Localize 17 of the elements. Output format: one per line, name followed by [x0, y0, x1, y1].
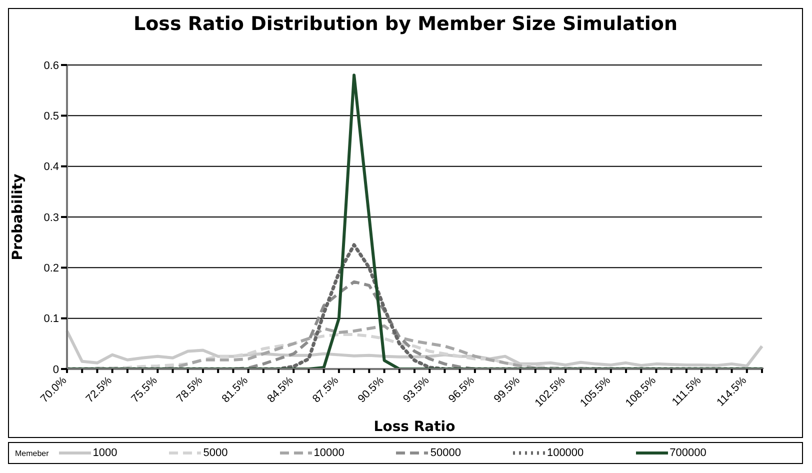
legend-label: 100000	[546, 447, 584, 459]
x-axis-title: Loss Ratio	[374, 419, 456, 435]
y-axis-title: Probability	[10, 174, 26, 260]
y-tick-label: 0.1	[44, 313, 59, 326]
y-tick-label: 0.2	[44, 262, 59, 275]
y-tick-label: 0	[52, 364, 59, 376]
y-tick-label: 0.4	[44, 161, 59, 174]
legend-label: 5000	[203, 447, 228, 459]
y-tick-label: 0.6	[44, 60, 59, 72]
y-tick-label: 0.3	[44, 212, 59, 224]
legend-label: 1000	[92, 447, 118, 459]
chart-title: Loss Ratio Distribution by Member Size Simulation	[132, 13, 679, 35]
legend-title: Memeber	[15, 448, 49, 458]
legend-label: 50000	[430, 447, 461, 459]
y-tick-label: 0.5	[44, 110, 59, 123]
legend-label: 10000	[314, 447, 344, 459]
legend-label: 700000	[670, 447, 706, 459]
